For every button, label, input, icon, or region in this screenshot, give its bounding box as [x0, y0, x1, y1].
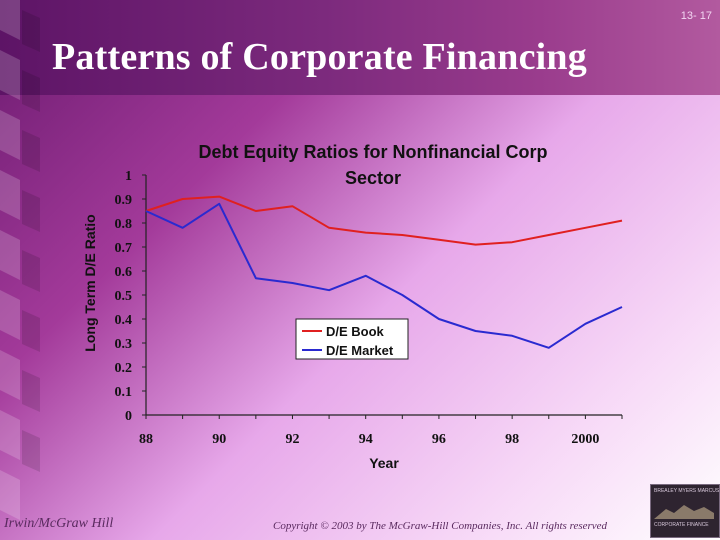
- chart-legend: D/E Book D/E Market: [295, 318, 409, 360]
- y-tick-label: 0.3: [115, 337, 133, 352]
- logo-bottom-text: CORPORATE FINANCE: [654, 522, 709, 528]
- footer-copyright: Copyright © 2003 by The McGraw-Hill Comp…: [273, 520, 608, 532]
- chart-title-line2: Sector: [345, 168, 401, 188]
- y-tick-label: 0.1: [115, 385, 133, 400]
- line-chart: Debt Equity Ratios for Nonfinancial Corp…: [82, 142, 623, 471]
- logo-top-text: BREALEY MYERS MARCUS: [654, 488, 720, 494]
- left-decoration: [0, 0, 40, 520]
- y-tick-label: 0.2: [115, 361, 133, 376]
- legend-box: [295, 318, 409, 360]
- y-tick-label: 0: [125, 409, 132, 424]
- legend-label: D/E Market: [326, 343, 394, 358]
- y-tick-label: 0.9: [115, 193, 133, 208]
- y-tick-label: 0.6: [115, 265, 133, 280]
- y-tick-label: 0.8: [115, 217, 133, 232]
- x-tick-label: 90: [212, 432, 226, 447]
- x-tick-label: 88: [139, 432, 153, 447]
- y-tick-label: 0.4: [115, 313, 133, 328]
- mountain-icon: [654, 505, 714, 519]
- footer-publisher: Irwin/McGraw Hill: [4, 516, 114, 531]
- header-band: [0, 0, 720, 95]
- slide-title: Patterns of Corporate Financing: [52, 36, 587, 78]
- series-line-de-book: [145, 195, 623, 246]
- x-tick-label: 92: [285, 432, 299, 447]
- y-tick-label: 0.7: [115, 241, 133, 256]
- legend-label: D/E Book: [326, 324, 385, 339]
- x-tick-label: 96: [432, 432, 446, 447]
- x-tick-label: 98: [505, 432, 519, 447]
- chart-title-line1: Debt Equity Ratios for Nonfinancial Corp: [198, 142, 547, 162]
- y-tick-label: 0.5: [115, 289, 133, 304]
- x-tick-label: 94: [359, 432, 373, 447]
- y-tick-label: 1: [125, 169, 132, 184]
- book-logo: BREALEY MYERS MARCUS CORPORATE FINANCE: [650, 484, 720, 538]
- x-tick-label: 2000: [571, 432, 599, 447]
- y-axis-label: Long Term D/E Ratio: [82, 214, 98, 351]
- slide-number: 13- 17: [680, 10, 712, 22]
- x-axis-label: Year: [369, 455, 399, 471]
- chart-area: Debt Equity Ratios for Nonfinancial Corp…: [75, 125, 645, 480]
- series-line-de-market: [145, 202, 623, 349]
